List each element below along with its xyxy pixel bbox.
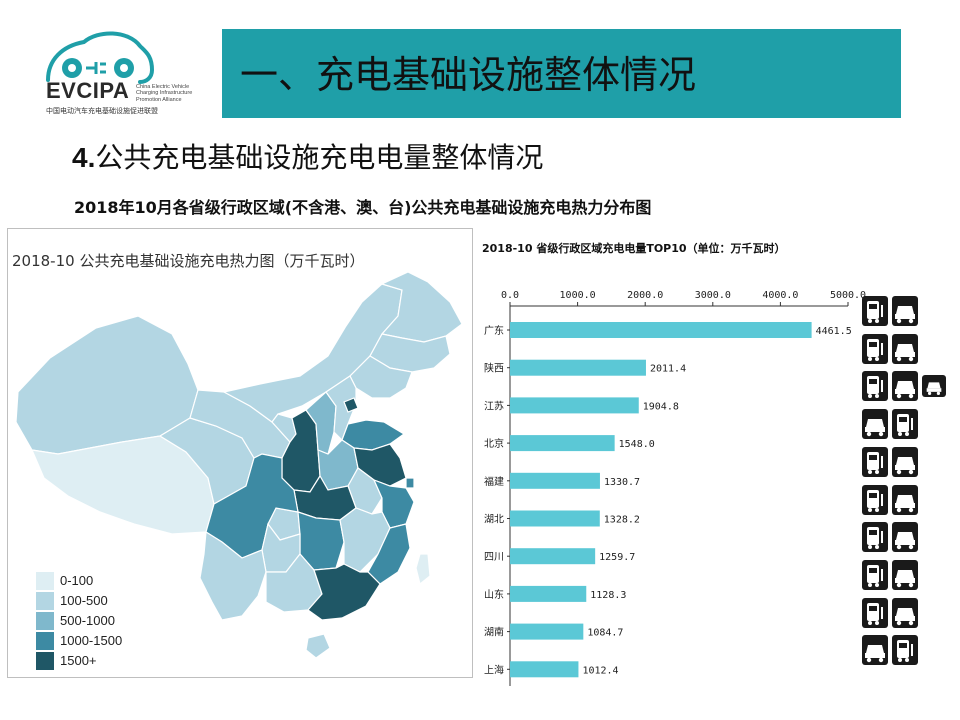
legend-label: 0-100	[60, 573, 94, 588]
car-icon	[892, 333, 918, 364]
legend-item: 1500+	[36, 651, 146, 670]
legend-swatch	[36, 592, 54, 610]
bar	[510, 397, 639, 414]
bus-icon	[862, 371, 888, 402]
legend-item: 500-1000	[36, 611, 146, 630]
x-tick-label: 0.0	[501, 290, 519, 301]
bus-icon	[862, 559, 888, 590]
category-label: 湖南	[484, 626, 504, 639]
bar-value-label: 1259.7	[599, 552, 635, 563]
bus-icon	[862, 522, 888, 553]
logo-wordmark: EVCIPA	[46, 78, 130, 103]
x-tick-label: 4000.0	[762, 290, 798, 301]
category-label: 陕西	[484, 362, 504, 375]
bar-value-label: 1012.4	[582, 665, 618, 676]
car-icon	[892, 371, 918, 402]
category-label: 福建	[484, 475, 504, 488]
bar	[510, 623, 584, 640]
sedan-icon	[922, 375, 946, 398]
car-icon	[892, 597, 918, 628]
section-title: 4.公共充电基础设施充电电量整体情况	[72, 136, 543, 176]
car-icon	[862, 635, 888, 666]
legend-label: 1000-1500	[60, 633, 123, 648]
legend-swatch	[36, 572, 54, 590]
legend-item: 100-500	[36, 591, 146, 610]
bar-value-label: 1548.0	[619, 439, 655, 450]
x-tick-label: 1000.0	[560, 290, 596, 301]
legend-swatch	[36, 652, 54, 670]
bar-value-label: 1084.7	[587, 628, 623, 639]
category-label: 山东	[484, 588, 504, 601]
map-region-hainan	[305, 633, 331, 659]
x-tick-label: 5000.0	[830, 290, 866, 301]
category-label: 北京	[484, 437, 504, 450]
page-title: 一、充电基础设施整体情况	[240, 53, 697, 97]
x-tick-label: 2000.0	[627, 290, 663, 301]
legend-label: 500-1000	[60, 613, 115, 628]
category-label: 江苏	[484, 399, 504, 412]
bar	[510, 661, 579, 678]
category-label: 上海	[484, 663, 504, 676]
bar-value-label: 1904.8	[643, 401, 679, 412]
bar-value-label: 2011.4	[650, 364, 686, 375]
bar	[510, 585, 587, 602]
bus-icon	[862, 597, 888, 628]
bar	[510, 510, 600, 527]
map-title: 2018-10 公共充电基础设施充电热力图（万千瓦时）	[12, 252, 365, 270]
category-label: 湖北	[484, 514, 504, 526]
chart-subtitle: 2018年10月各省级行政区域(不含港、澳、台)公共充电基础设施充电热力分布图	[74, 198, 652, 217]
bus-icon	[862, 296, 888, 326]
legend-swatch	[36, 612, 54, 630]
bar	[510, 359, 646, 376]
evcipa-logo	[46, 31, 155, 84]
bus-icon	[862, 484, 888, 515]
bar	[510, 472, 600, 489]
section-number: 4.	[72, 142, 96, 173]
logo-english-name: China Electric Vehicle Charging Infrastr…	[136, 84, 193, 103]
bus-icon	[862, 333, 888, 364]
logo-chinese-name: 中国电动汽车充电基础设施促进联盟	[46, 107, 158, 115]
car-icon	[892, 296, 918, 326]
china-heat-map	[15, 272, 463, 659]
car-icon	[892, 446, 918, 477]
x-tick-label: 3000.0	[695, 290, 731, 301]
car-icon	[892, 522, 918, 553]
map-region-guangdong	[307, 563, 381, 621]
legend-label: 1500+	[60, 653, 97, 668]
map-region-shanghai	[405, 477, 415, 489]
bar-value-label: 1328.2	[604, 515, 640, 526]
legend-item: 1000-1500	[36, 631, 146, 650]
bar	[510, 435, 615, 452]
map-region-yunnan	[199, 530, 267, 621]
legend-swatch	[36, 632, 54, 650]
category-label: 广东	[484, 324, 504, 337]
bus-icon	[862, 446, 888, 477]
bus-icon	[892, 635, 918, 666]
car-icon	[892, 484, 918, 515]
legend-label: 100-500	[60, 593, 108, 608]
bar-value-label: 1330.7	[604, 477, 640, 488]
bar-chart-title: 2018-10 省级行政区域充电电量TOP10（单位：万千瓦时）	[482, 242, 786, 255]
car-icon	[892, 559, 918, 590]
vehicle-icon-column	[862, 296, 954, 686]
map-region-taiwan	[415, 553, 431, 586]
bar	[510, 548, 596, 565]
category-label: 四川	[484, 552, 504, 563]
header-band	[222, 29, 901, 118]
car-icon	[862, 409, 888, 440]
bus-icon	[892, 409, 918, 440]
map-region-beijing	[343, 397, 359, 413]
bar-value-label: 4461.5	[816, 326, 852, 337]
bar-value-label: 1128.3	[590, 590, 626, 601]
top10-bar-chart: 0.0 1000.0 2000.0 3000.0 4000.0 5000.0 广东 4461.…	[484, 290, 866, 686]
legend-item: 0-100	[36, 571, 146, 590]
section-title-text: 公共充电基础设施充电电量整体情况	[95, 141, 544, 174]
bar	[510, 322, 812, 338]
